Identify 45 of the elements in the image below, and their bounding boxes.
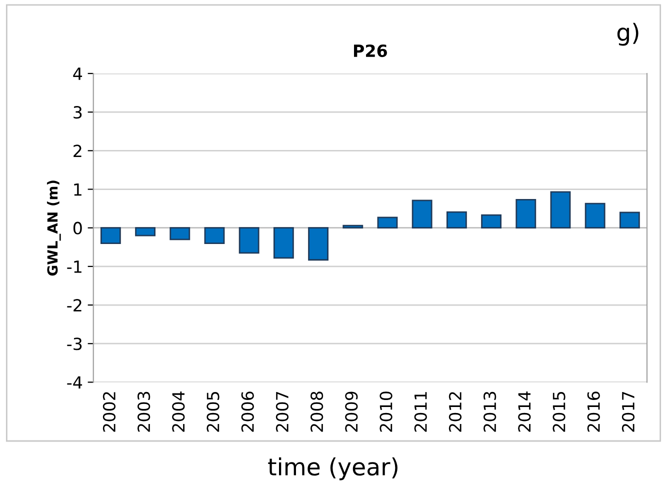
- x-tick-label: 2007: [276, 392, 289, 432]
- bar: [481, 214, 502, 229]
- x-tick-label: 2016: [587, 392, 600, 432]
- bar: [584, 202, 606, 229]
- bar: [308, 227, 328, 261]
- bar: [550, 191, 571, 229]
- y-tick-label: -3: [67, 338, 82, 350]
- x-tick-label: 2002: [102, 392, 116, 432]
- bar: [170, 227, 190, 240]
- x-tick-label: 2013: [484, 392, 496, 432]
- x-tick-label: 2004: [172, 391, 185, 432]
- x-tick-label: 2015: [552, 392, 566, 432]
- x-tick-label: 2014: [518, 391, 531, 432]
- text: g): [617, 22, 638, 46]
- bar: [377, 216, 398, 229]
- bar: [446, 211, 467, 229]
- bar: [204, 227, 225, 244]
- chart-title: P26: [354, 44, 387, 58]
- y-tick-label: -4: [67, 376, 82, 389]
- bar: [238, 227, 260, 254]
- x-tick-label: 2010: [380, 392, 392, 432]
- bar: [516, 198, 536, 229]
- bar: [619, 212, 640, 229]
- y-axis-title: GWL_AN (m): [46, 180, 61, 276]
- x-axis-title: time (year): [268, 457, 398, 480]
- x-tick-label: 2011: [414, 392, 427, 432]
- x-tick-label: 2012: [448, 392, 462, 432]
- bar: [100, 227, 121, 244]
- x-tick-label: 2005: [206, 392, 220, 432]
- bar: [412, 200, 432, 229]
- x-tick-label: 2003: [138, 392, 150, 432]
- y-tick-label: 2: [74, 144, 82, 158]
- y-tick-label: 3: [74, 106, 82, 119]
- y-tick-label: -2: [67, 298, 82, 312]
- x-tick-label: 2017: [622, 392, 635, 432]
- bar: [342, 224, 364, 229]
- y-tick-label: 0: [73, 222, 82, 234]
- x-tick-label: 2008: [310, 392, 324, 432]
- bar: [135, 227, 156, 236]
- x-tick-label: 2006: [241, 392, 254, 432]
- y-tick-label: -1: [67, 260, 82, 273]
- y-tick-label: 1: [74, 183, 82, 196]
- x-tick-label: 2009: [345, 392, 358, 432]
- bar: [273, 227, 294, 259]
- y-tick-label: 4: [73, 68, 82, 80]
